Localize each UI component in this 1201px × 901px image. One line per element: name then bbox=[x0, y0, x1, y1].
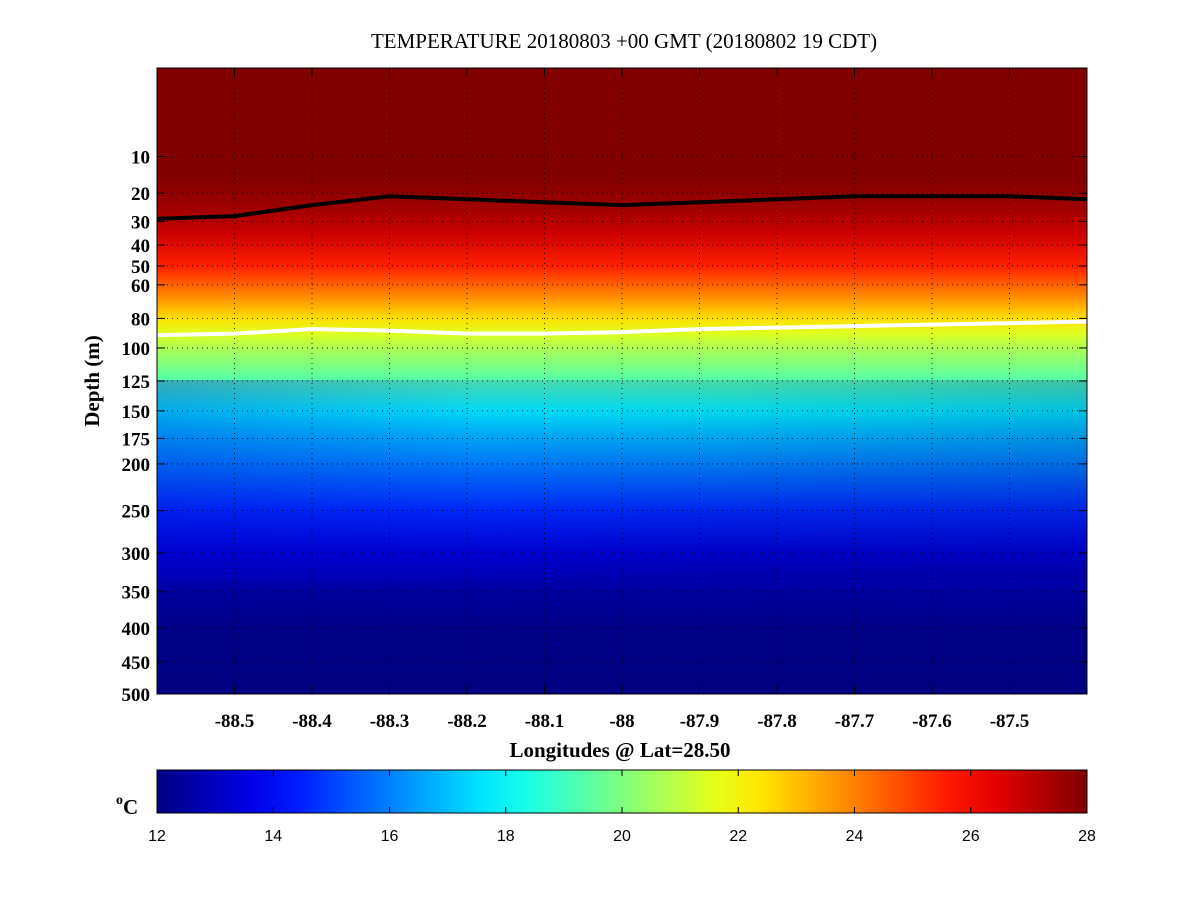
chart-title: TEMPERATURE 20180803 +00 GMT (20180802 1… bbox=[371, 29, 877, 53]
y-tick-label-6: 80 bbox=[131, 309, 150, 330]
x-tick-label-9: -87.6 bbox=[912, 711, 952, 732]
colorbar-tick-label-4: 20 bbox=[613, 828, 631, 845]
y-tick-label-1: 20 bbox=[131, 184, 150, 205]
colorbar-tick-label-6: 24 bbox=[846, 828, 864, 845]
x-tick-label-5: -88 bbox=[609, 711, 634, 732]
colorbar-tick-label-8: 28 bbox=[1078, 828, 1096, 845]
colorbar-unit: oC bbox=[116, 793, 138, 819]
colorbar-unit-letter: C bbox=[123, 795, 138, 819]
y-tick-label-5: 60 bbox=[131, 276, 150, 297]
y-tick-label-7: 100 bbox=[122, 339, 151, 360]
x-tick-label-3: -88.2 bbox=[447, 711, 487, 732]
colorbar-gradient bbox=[156, 769, 1088, 814]
x-tick-label-0: -88.5 bbox=[215, 711, 255, 732]
y-tick-label-15: 400 bbox=[122, 619, 151, 640]
x-tick-label-7: -87.8 bbox=[757, 711, 797, 732]
x-tick-label-10: -87.5 bbox=[990, 711, 1030, 732]
x-tick-label-1: -88.4 bbox=[292, 711, 332, 732]
y-tick-label-13: 300 bbox=[122, 544, 151, 565]
x-tick-label-6: -87.9 bbox=[680, 711, 720, 732]
y-tick-label-14: 350 bbox=[122, 583, 151, 604]
colorbar-tick-label-7: 26 bbox=[962, 828, 980, 845]
colorbar-tick-label-1: 14 bbox=[264, 828, 282, 845]
colorbar-tick-label-2: 16 bbox=[381, 828, 399, 845]
isotherm-contour-1 bbox=[157, 319, 1087, 338]
x-tick-label-8: -87.7 bbox=[835, 711, 875, 732]
plot-area bbox=[157, 68, 1087, 694]
y-tick-label-17: 500 bbox=[122, 685, 151, 706]
y-tick-label-4: 50 bbox=[131, 257, 150, 278]
y-tick-label-12: 250 bbox=[122, 502, 151, 523]
y-tick-label-0: 10 bbox=[131, 148, 150, 169]
y-tick-label-11: 200 bbox=[122, 455, 151, 476]
grid-lines bbox=[157, 68, 1087, 694]
colorbar-unit-degree: o bbox=[116, 793, 123, 808]
x-tick-label-4: -88.1 bbox=[525, 711, 565, 732]
y-tick-label-2: 30 bbox=[131, 212, 150, 233]
x-axis-label: Longitudes @ Lat=28.50 bbox=[509, 738, 730, 762]
isotherm-contour-0 bbox=[157, 194, 1087, 221]
colorbar-tick-label-3: 18 bbox=[497, 828, 515, 845]
colorbar-ticks: 12 14 16 18 20 22 24 26 28 bbox=[148, 770, 1096, 845]
x-axis-ticks: -88.5 -88.4 -88.3 -88.2 -88.1 -88 -87.9 -87.8 -8… bbox=[215, 68, 1030, 732]
y-tick-label-9: 150 bbox=[122, 402, 151, 423]
colorbar: 12 14 16 18 20 22 24 26 28 oC bbox=[116, 769, 1096, 845]
y-axis-label: Depth (m) bbox=[80, 335, 104, 427]
y-tick-label-16: 450 bbox=[122, 653, 151, 674]
y-tick-label-3: 40 bbox=[131, 236, 150, 257]
y-tick-label-10: 175 bbox=[122, 429, 151, 450]
x-tick-label-2: -88.3 bbox=[370, 711, 410, 732]
isotherm-contours bbox=[157, 194, 1087, 338]
y-tick-label-8: 125 bbox=[122, 372, 151, 393]
deep-water-shading bbox=[157, 380, 1087, 580]
colorbar-tick-label-5: 22 bbox=[729, 828, 747, 845]
colorbar-tick-label-0: 12 bbox=[148, 828, 166, 845]
